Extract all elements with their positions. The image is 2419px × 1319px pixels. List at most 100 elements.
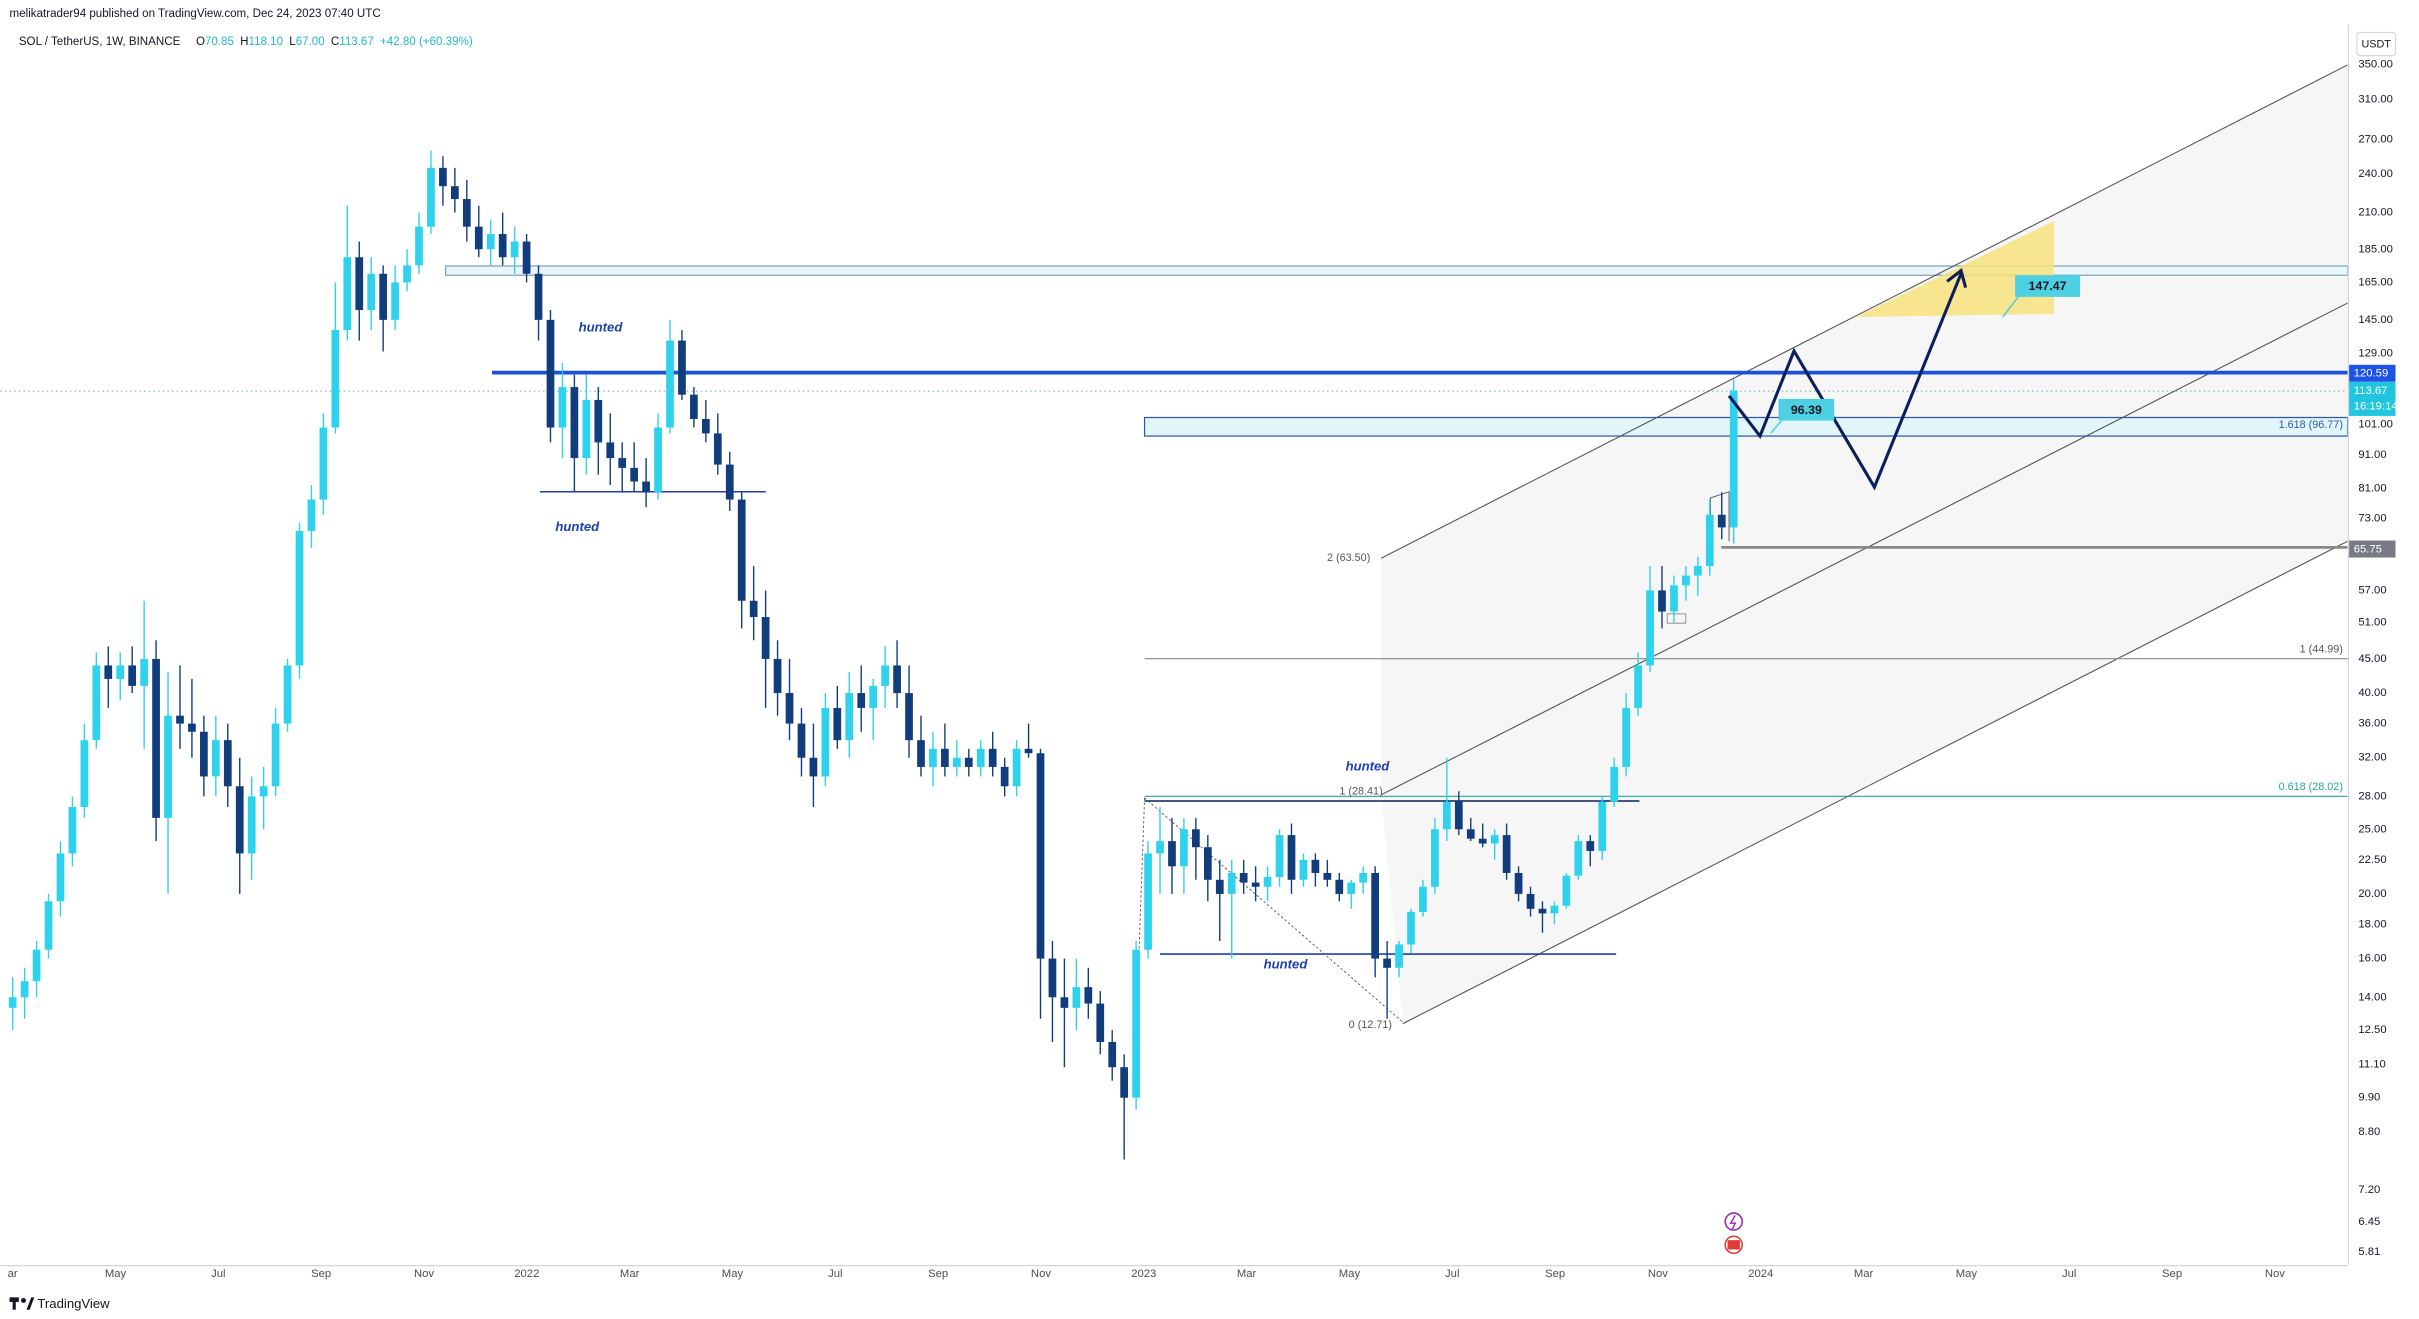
candle-body <box>773 658 782 694</box>
annotation: hunted <box>1346 758 1391 773</box>
y-tick-label: 20.00 <box>2358 888 2386 900</box>
target-zone <box>1855 221 2054 317</box>
candle-body <box>104 665 113 679</box>
candle-body <box>570 387 579 459</box>
candle-body <box>211 740 220 777</box>
x-tick-label: 2022 <box>514 1268 539 1280</box>
price-axis: 350.00 310.00 270.00 240.00 210.00 185.00 165.… <box>2349 58 2398 1258</box>
channel-line <box>1380 64 2348 559</box>
candle-body <box>857 693 866 708</box>
candle-body <box>1682 575 1690 586</box>
candle-body <box>271 723 280 787</box>
candle-body <box>1729 390 1738 528</box>
candle-body <box>8 997 17 1008</box>
candle-body <box>510 241 519 258</box>
candle-body <box>44 901 53 950</box>
y-tick-label: 11.10 <box>2358 1059 2385 1071</box>
y-tick-label: 57.00 <box>2358 584 2386 596</box>
currency-button[interactable] <box>2356 31 2397 57</box>
quote-value: 70.85 <box>205 36 234 48</box>
candle-body <box>1000 766 1009 787</box>
candle-body <box>606 442 615 459</box>
candle-body <box>379 273 388 320</box>
candle-body <box>618 458 627 468</box>
symbol-info: SOL / TetherUS, 1W, BINANCE O70.85 H118.1… <box>19 36 473 48</box>
candle-body <box>355 257 364 311</box>
candle-body <box>343 257 352 331</box>
annotation: hunted <box>1264 956 1309 971</box>
candle-body <box>1562 875 1571 906</box>
candle-body <box>929 748 937 767</box>
x-tick-label: Sep <box>1545 1268 1565 1280</box>
x-tick-label: Sep <box>928 1268 948 1280</box>
candle-body <box>1454 801 1463 830</box>
candle-body <box>1096 1003 1105 1042</box>
y-tick-label: 270.00 <box>2358 134 2392 146</box>
candle-body <box>1323 872 1332 880</box>
price-badge <box>2349 381 2396 416</box>
y-tick-label: 14.00 <box>2358 991 2386 1003</box>
candle-body <box>116 665 125 679</box>
candle-body <box>1574 841 1583 876</box>
x-tick-label: May <box>1956 1268 1978 1280</box>
currency: USDT <box>2361 39 2391 51</box>
candle-body <box>1108 1041 1117 1068</box>
quote-value: 67.00 <box>296 36 325 48</box>
callout-text: 96.39 <box>1791 403 1822 417</box>
price-badge <box>2349 364 2396 382</box>
event-icon-glyph <box>1727 1240 1740 1250</box>
fib-label: 0.618 (28.02) <box>2279 781 2343 793</box>
candle-body <box>594 399 603 443</box>
y-tick-label: 40.00 <box>2358 687 2386 699</box>
candle-body <box>988 748 997 767</box>
x-tick-label: Nov <box>2265 1268 2285 1280</box>
fib-label: 1 (28.41) <box>1339 786 1382 798</box>
x-tick-label: Jul <box>1445 1268 1459 1280</box>
candle-body <box>1168 841 1176 867</box>
channel-line <box>1380 302 2348 796</box>
countdown: 16:19:14 <box>2354 401 2398 413</box>
x-tick-label: Nov <box>1031 1268 1051 1280</box>
candle-body <box>1120 1067 1129 1098</box>
x-tick-label: Nov <box>414 1268 434 1280</box>
candle-body <box>319 427 328 500</box>
candle-body <box>893 665 901 694</box>
candle-body <box>522 241 531 274</box>
fib-label: 2 (63.50) <box>1327 552 1370 564</box>
candle-body <box>1251 882 1260 887</box>
projection-path <box>1727 273 1963 491</box>
candle-body <box>1287 835 1296 880</box>
y-tick-label: 12.50 <box>2358 1024 2386 1036</box>
y-tick-label: 16.00 <box>2358 953 2386 965</box>
candle-body <box>164 715 172 818</box>
y-tick-label: 91.00 <box>2358 449 2386 461</box>
candle-body <box>1335 879 1344 894</box>
fib-trend <box>1133 797 1146 1098</box>
y-tick-label: 32.00 <box>2358 752 2386 764</box>
candle-body <box>701 418 710 434</box>
candle-body <box>1478 838 1487 844</box>
event-icon[interactable] <box>1724 1212 1743 1231</box>
candle-body <box>1072 987 1081 1008</box>
candle-body <box>1717 514 1726 528</box>
y-tick-label: 350.00 <box>2358 58 2392 70</box>
candle-body <box>1526 893 1535 909</box>
x-tick-label: May <box>722 1268 744 1280</box>
y-tick-label: 6.45 <box>2358 1216 2380 1228</box>
x-tick-label: Mar <box>620 1268 640 1280</box>
y-tick-label: 5.81 <box>2358 1246 2380 1258</box>
candle-body <box>235 786 244 854</box>
y-tick-label: 25.00 <box>2358 823 2386 835</box>
candle-body <box>1239 872 1248 883</box>
candle-body <box>427 167 435 227</box>
candle-body <box>92 665 101 741</box>
candle-body <box>821 707 830 777</box>
quote-label: O <box>196 36 205 48</box>
y-tick-label: 9.90 <box>2358 1092 2380 1104</box>
y-tick-label: 8.80 <box>2358 1126 2380 1138</box>
fib-label: 1.618 (96.77) <box>2279 419 2343 431</box>
candle-body <box>367 273 376 311</box>
y-tick-label: 18.00 <box>2358 918 2386 930</box>
quote-value: 113.67 <box>339 36 374 48</box>
